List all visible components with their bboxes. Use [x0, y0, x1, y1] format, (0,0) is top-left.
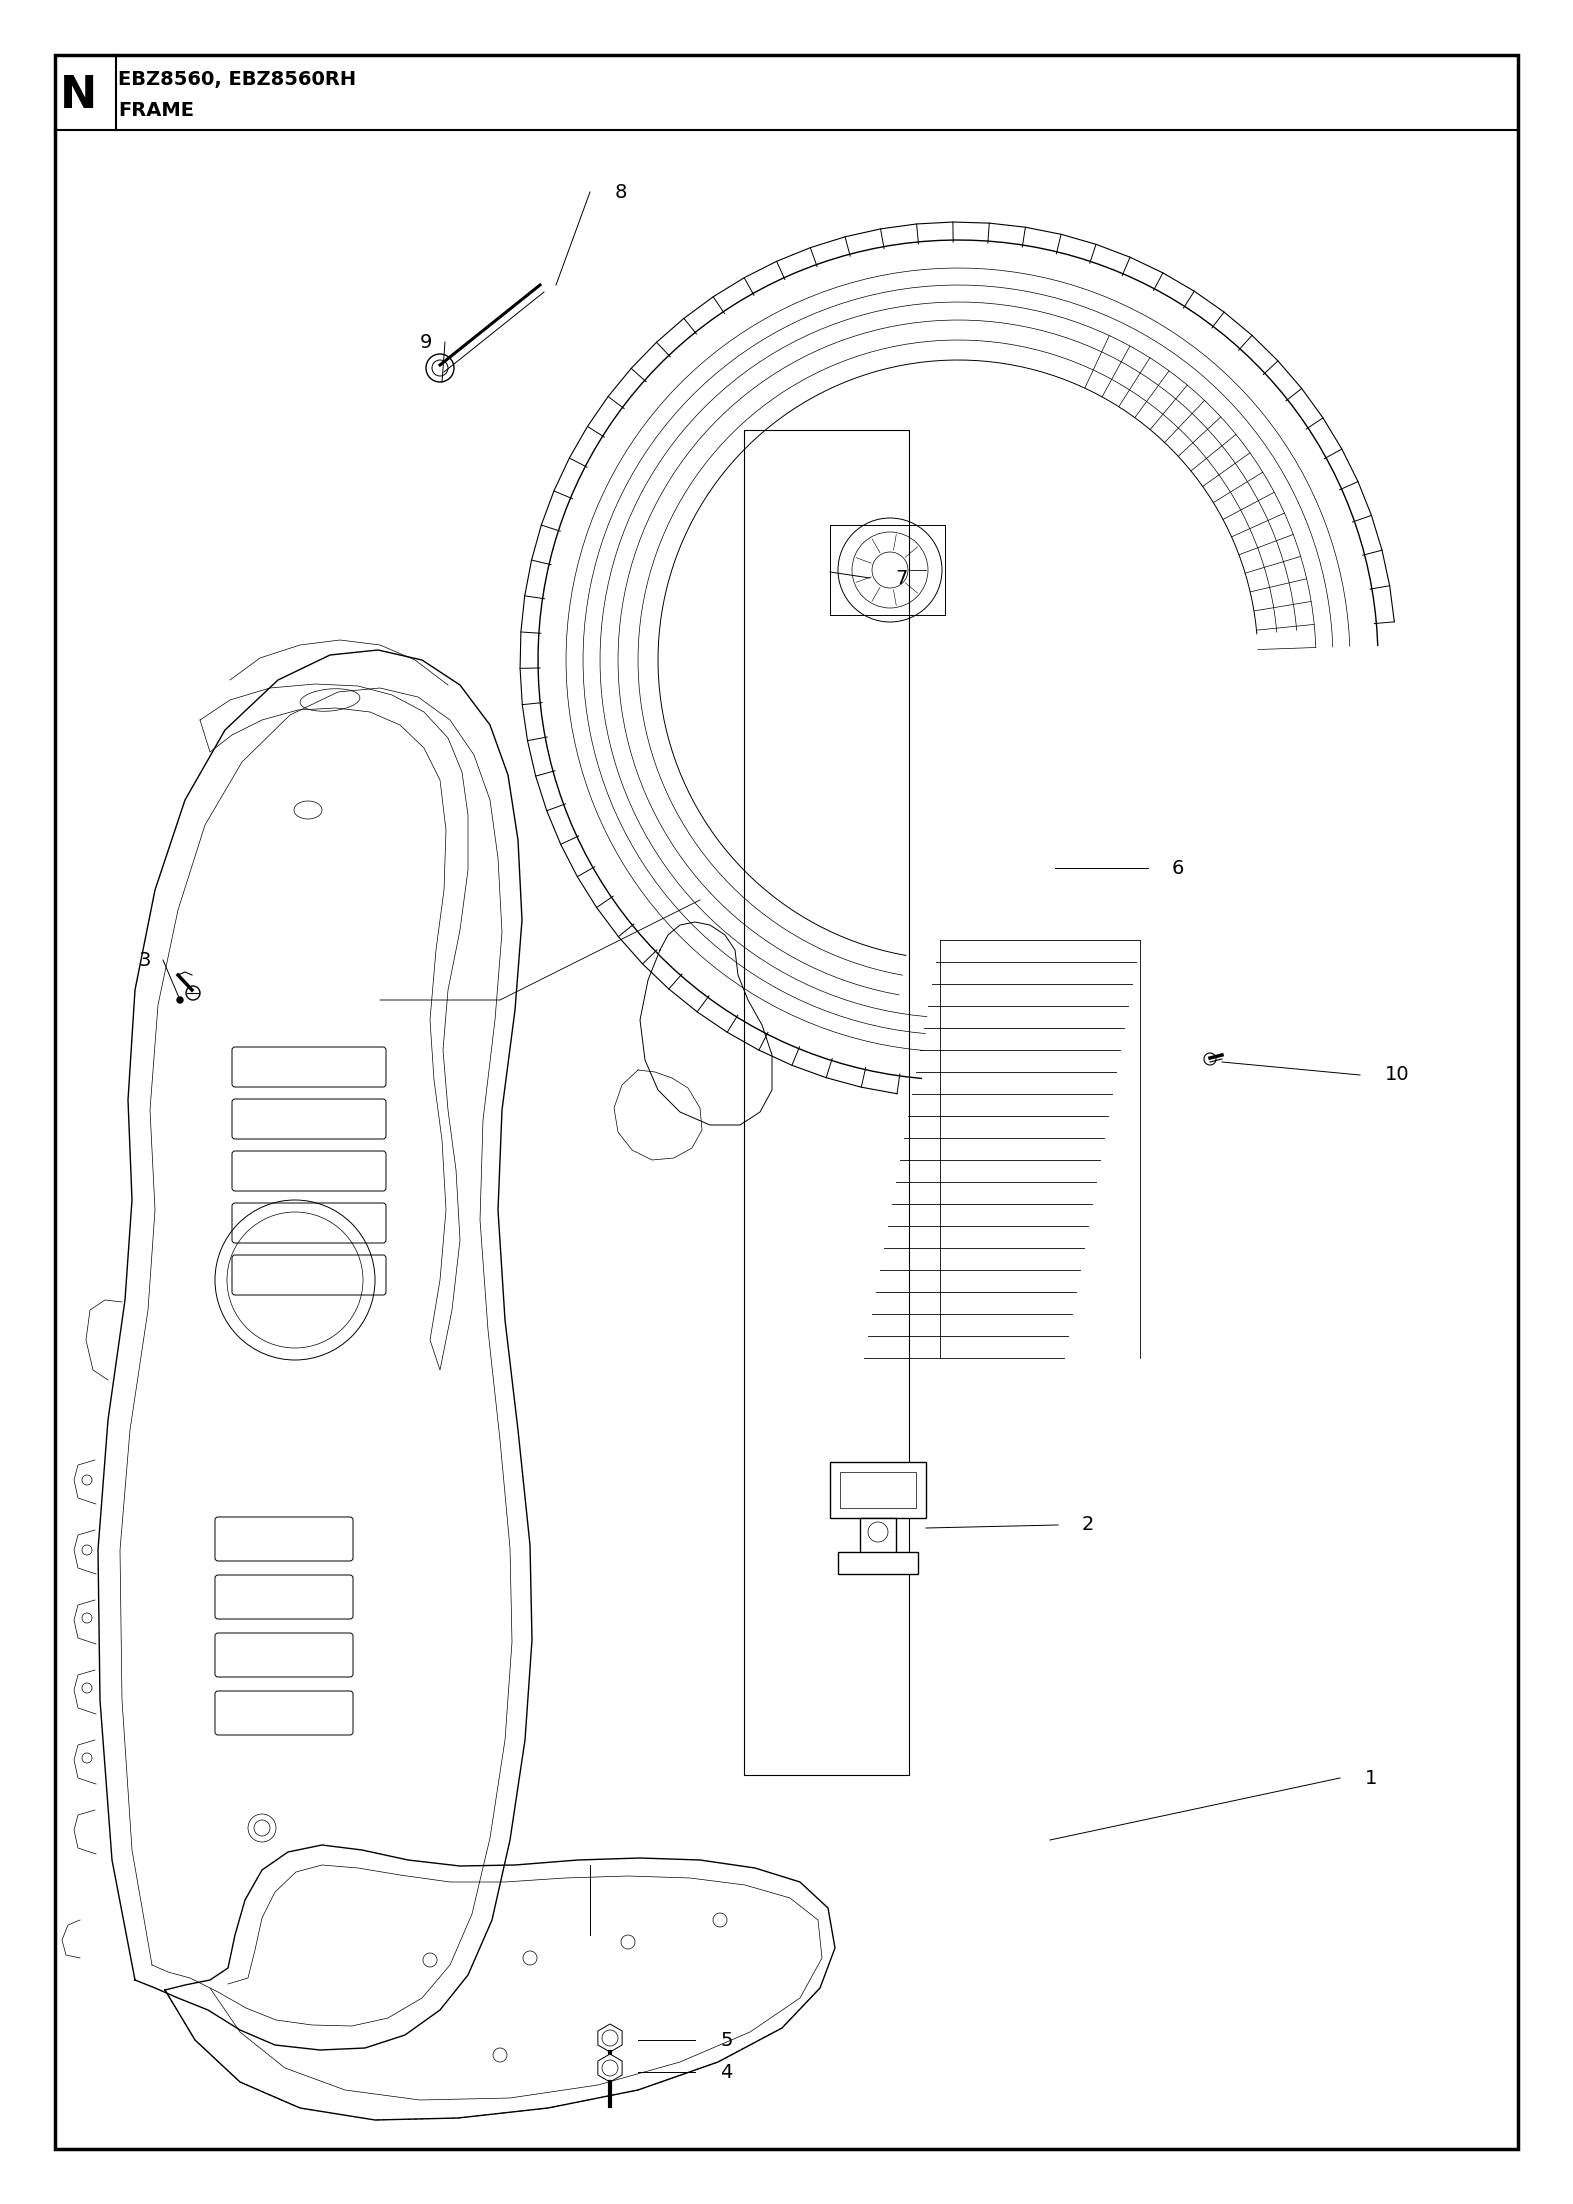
Text: 3: 3	[138, 950, 151, 970]
Bar	[840, 1472, 915, 1508]
Text: 8: 8	[615, 183, 628, 201]
Bar	[744, 430, 909, 1774]
Text: 6: 6	[1172, 860, 1184, 877]
Text: 7: 7	[895, 569, 908, 588]
Text: 4: 4	[720, 2063, 733, 2081]
Text: 2: 2	[1082, 1516, 1095, 1534]
Text: 5: 5	[720, 2030, 733, 2050]
Text: FRAME: FRAME	[118, 101, 193, 119]
Circle shape	[178, 996, 182, 1003]
Text: N: N	[60, 73, 96, 117]
Bar	[860, 1519, 897, 1556]
Text: 1: 1	[1365, 1768, 1378, 1787]
Bar	[831, 1461, 926, 1519]
Text: 10: 10	[1384, 1065, 1409, 1084]
Text: 9: 9	[420, 333, 433, 350]
Bar	[838, 1552, 919, 1574]
Text: EBZ8560, EBZ8560RH: EBZ8560, EBZ8560RH	[118, 71, 355, 90]
